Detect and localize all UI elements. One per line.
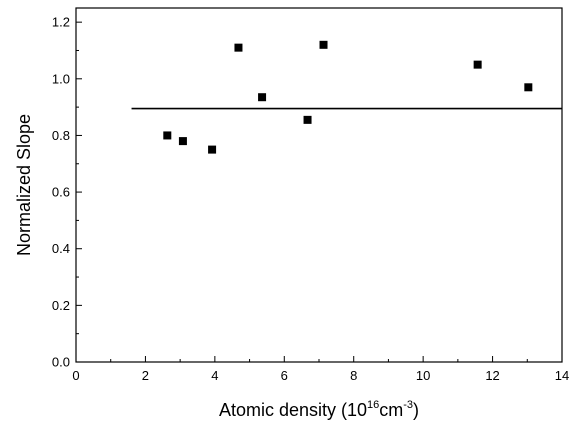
x-axis-title-sup2: -3: [403, 399, 413, 411]
y-tick-label: 1.0: [52, 71, 70, 86]
x-tick-label: 6: [281, 368, 288, 383]
y-tick-label: 0.0: [52, 355, 70, 370]
x-tick-label: 2: [142, 368, 149, 383]
data-point: [208, 145, 217, 154]
x-axis-title-sup1: 16: [367, 399, 379, 411]
axis-ticks: [75, 21, 563, 363]
y-tick-label: 0.6: [52, 185, 70, 200]
data-point: [163, 131, 172, 140]
data-point: [319, 40, 328, 49]
data-point: [473, 60, 482, 69]
data-point: [178, 137, 187, 146]
y-tick-label: 0.8: [52, 128, 70, 143]
data-point: [234, 43, 243, 52]
data-point: [258, 93, 267, 102]
x-axis-title-suffix: ): [413, 400, 419, 420]
y-tick-label: 1.2: [52, 15, 70, 30]
x-tick-label: 8: [350, 368, 357, 383]
x-axis-title-prefix: Atomic density (10: [219, 400, 367, 420]
x-axis-title-middle: cm: [379, 400, 403, 420]
x-tick-label: 10: [416, 368, 430, 383]
data-point: [524, 83, 533, 92]
axis-tick-labels: 0 2 4 6 8 10 12 14 0.0 0.2 0.4 0.6 0.8 1.0 1.2: [52, 15, 569, 383]
data-series: [131, 40, 562, 154]
x-axis-title: Atomic density (1016cm-3): [219, 399, 419, 420]
plot-area-border: [75, 7, 563, 363]
data-point: [303, 115, 312, 124]
x-tick-label: 4: [211, 368, 218, 383]
y-tick-label: 0.2: [52, 298, 70, 313]
plot-frame: [75, 7, 563, 363]
y-tick-label: 0.4: [52, 241, 70, 256]
x-tick-label: 12: [485, 368, 499, 383]
y-axis-title: Normalized Slope: [14, 114, 34, 256]
x-tick-label: 14: [555, 368, 569, 383]
x-tick-label: 0: [72, 368, 79, 383]
